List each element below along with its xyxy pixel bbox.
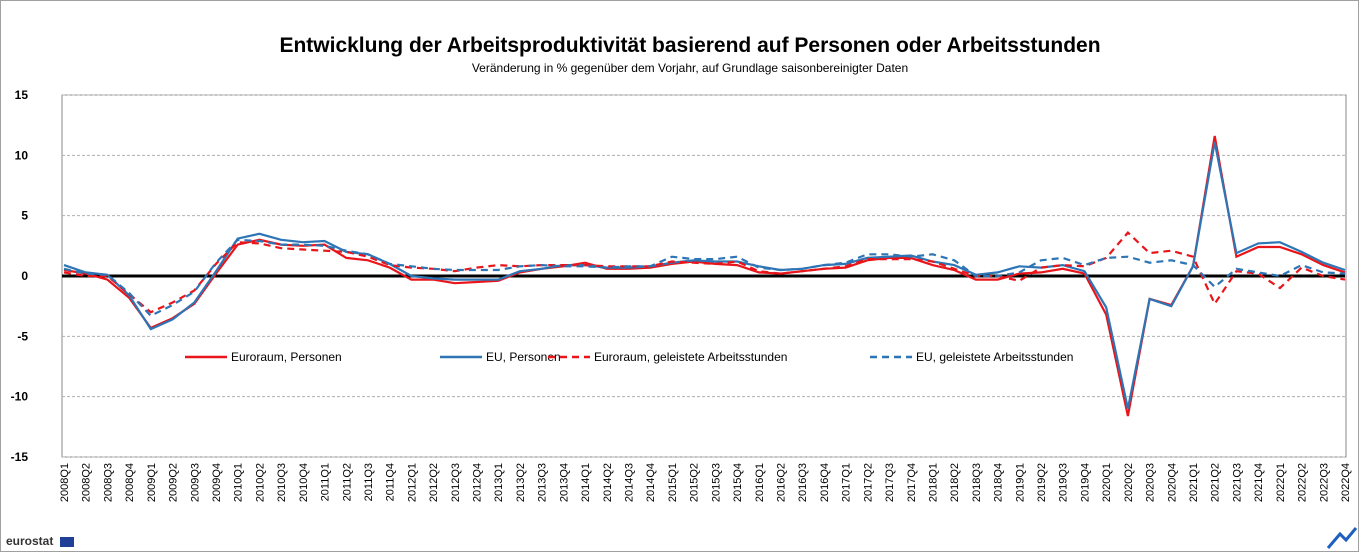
source-logo: eurostat — [6, 534, 53, 548]
legend-label: Euroraum, Personen — [231, 350, 342, 364]
eu-flag — [60, 537, 74, 547]
y-tick-label: -5 — [17, 329, 28, 343]
x-tick-label: 2015Q2 — [689, 463, 701, 502]
x-tick-label: 2022Q1 — [1275, 463, 1287, 502]
x-tick-label: 2012Q2 — [428, 463, 440, 502]
x-tick-label: 2019Q1 — [1014, 463, 1026, 502]
x-tick-label: 2011Q1 — [320, 463, 332, 501]
x-tick-label: 2017Q2 — [862, 463, 874, 502]
x-tick-label: 2021Q4 — [1253, 463, 1265, 502]
y-tick-label: 15 — [15, 88, 29, 102]
x-tick-label: 2009Q1 — [146, 463, 158, 502]
x-tick-label: 2021Q3 — [1231, 463, 1243, 502]
x-tick-label: 2010Q2 — [254, 463, 266, 502]
x-tick-label: 2008Q4 — [124, 463, 136, 502]
y-tick-label: -15 — [11, 450, 29, 464]
x-tick-label: 2009Q4 — [211, 463, 223, 502]
x-tick-label: 2018Q1 — [927, 463, 939, 502]
x-tick-label: 2009Q3 — [189, 463, 201, 502]
x-tick-label: 2020Q3 — [1145, 463, 1157, 502]
legend-label: EU, geleistete Arbeitsstunden — [916, 350, 1073, 364]
x-tick-label: 2016Q4 — [819, 463, 831, 502]
x-tick-label: 2012Q4 — [472, 463, 484, 502]
y-tick-label: -10 — [11, 390, 29, 404]
x-tick-label: 2016Q3 — [797, 463, 809, 502]
x-tick-label: 2020Q1 — [1101, 463, 1113, 502]
x-tick-label: 2017Q1 — [841, 463, 853, 502]
x-tick-label: 2014Q2 — [602, 463, 614, 502]
logo-swoosh — [1326, 527, 1358, 549]
y-tick-label: 10 — [15, 148, 29, 162]
series-line — [63, 141, 1346, 409]
x-tick-label: 2014Q4 — [645, 463, 657, 502]
x-tick-label: 2010Q1 — [233, 463, 245, 502]
chart-title: Entwicklung der Arbeitsproduktivität bas… — [279, 34, 1100, 57]
x-tick-label: 2016Q1 — [754, 463, 766, 502]
x-tick-label: 2015Q3 — [710, 463, 722, 502]
y-tick-label: 5 — [21, 209, 28, 223]
x-tick-label: 2013Q1 — [493, 463, 505, 502]
y-tick-label: 0 — [21, 269, 28, 283]
x-tick-label: 2019Q4 — [1079, 463, 1091, 502]
x-tick-label: 2021Q1 — [1188, 463, 1200, 502]
x-tick-label: 2015Q1 — [667, 463, 679, 502]
x-tick-label: 2011Q4 — [385, 463, 397, 501]
x-tick-label: 2013Q4 — [558, 463, 570, 502]
legend-label: Euroraum, geleistete Arbeitsstunden — [594, 350, 787, 364]
x-tick-label: 2019Q3 — [1058, 463, 1070, 502]
x-tick-label: 2022Q2 — [1297, 463, 1309, 502]
chart-subtitle: Veränderung in % gegenüber dem Vorjahr, … — [472, 61, 908, 75]
legend-label: EU, Personen — [486, 350, 561, 364]
x-tick-label: 2014Q3 — [624, 463, 636, 502]
x-tick-label: 2022Q3 — [1318, 463, 1330, 502]
x-tick-label: 2012Q1 — [406, 463, 418, 502]
x-tick-label: 2008Q1 — [59, 463, 71, 502]
x-tick-label: 2021Q2 — [1210, 463, 1222, 502]
x-tick-label: 2013Q3 — [537, 463, 549, 502]
series-line — [63, 231, 1346, 314]
x-tick-label: 2008Q3 — [102, 463, 114, 502]
x-tick-label: 2012Q3 — [450, 463, 462, 502]
x-tick-label: 2010Q3 — [276, 463, 288, 502]
x-tick-label: 2011Q3 — [363, 463, 375, 501]
x-tick-label: 2018Q3 — [971, 463, 983, 502]
x-tick-label: 2010Q4 — [298, 463, 310, 502]
x-tick-label: 2015Q4 — [732, 463, 744, 502]
x-tick-label: 2022Q4 — [1340, 463, 1352, 502]
x-tick-label: 2014Q1 — [580, 463, 592, 502]
x-tick-label: 2017Q3 — [884, 463, 896, 502]
x-tick-label: 2016Q2 — [775, 463, 787, 502]
x-tick-label: 2019Q2 — [1036, 463, 1048, 502]
x-tick-label: 2009Q2 — [168, 463, 180, 502]
x-tick-label: 2020Q2 — [1123, 463, 1135, 502]
x-tick-label: 2008Q2 — [81, 463, 93, 502]
x-tick-label: 2017Q4 — [906, 463, 918, 502]
x-tick-label: 2011Q2 — [341, 463, 353, 501]
x-tick-label: 2018Q4 — [993, 463, 1005, 502]
x-tick-label: 2018Q2 — [949, 463, 961, 502]
x-tick-label: 2013Q2 — [515, 463, 527, 502]
x-tick-label: 2020Q4 — [1166, 463, 1178, 502]
